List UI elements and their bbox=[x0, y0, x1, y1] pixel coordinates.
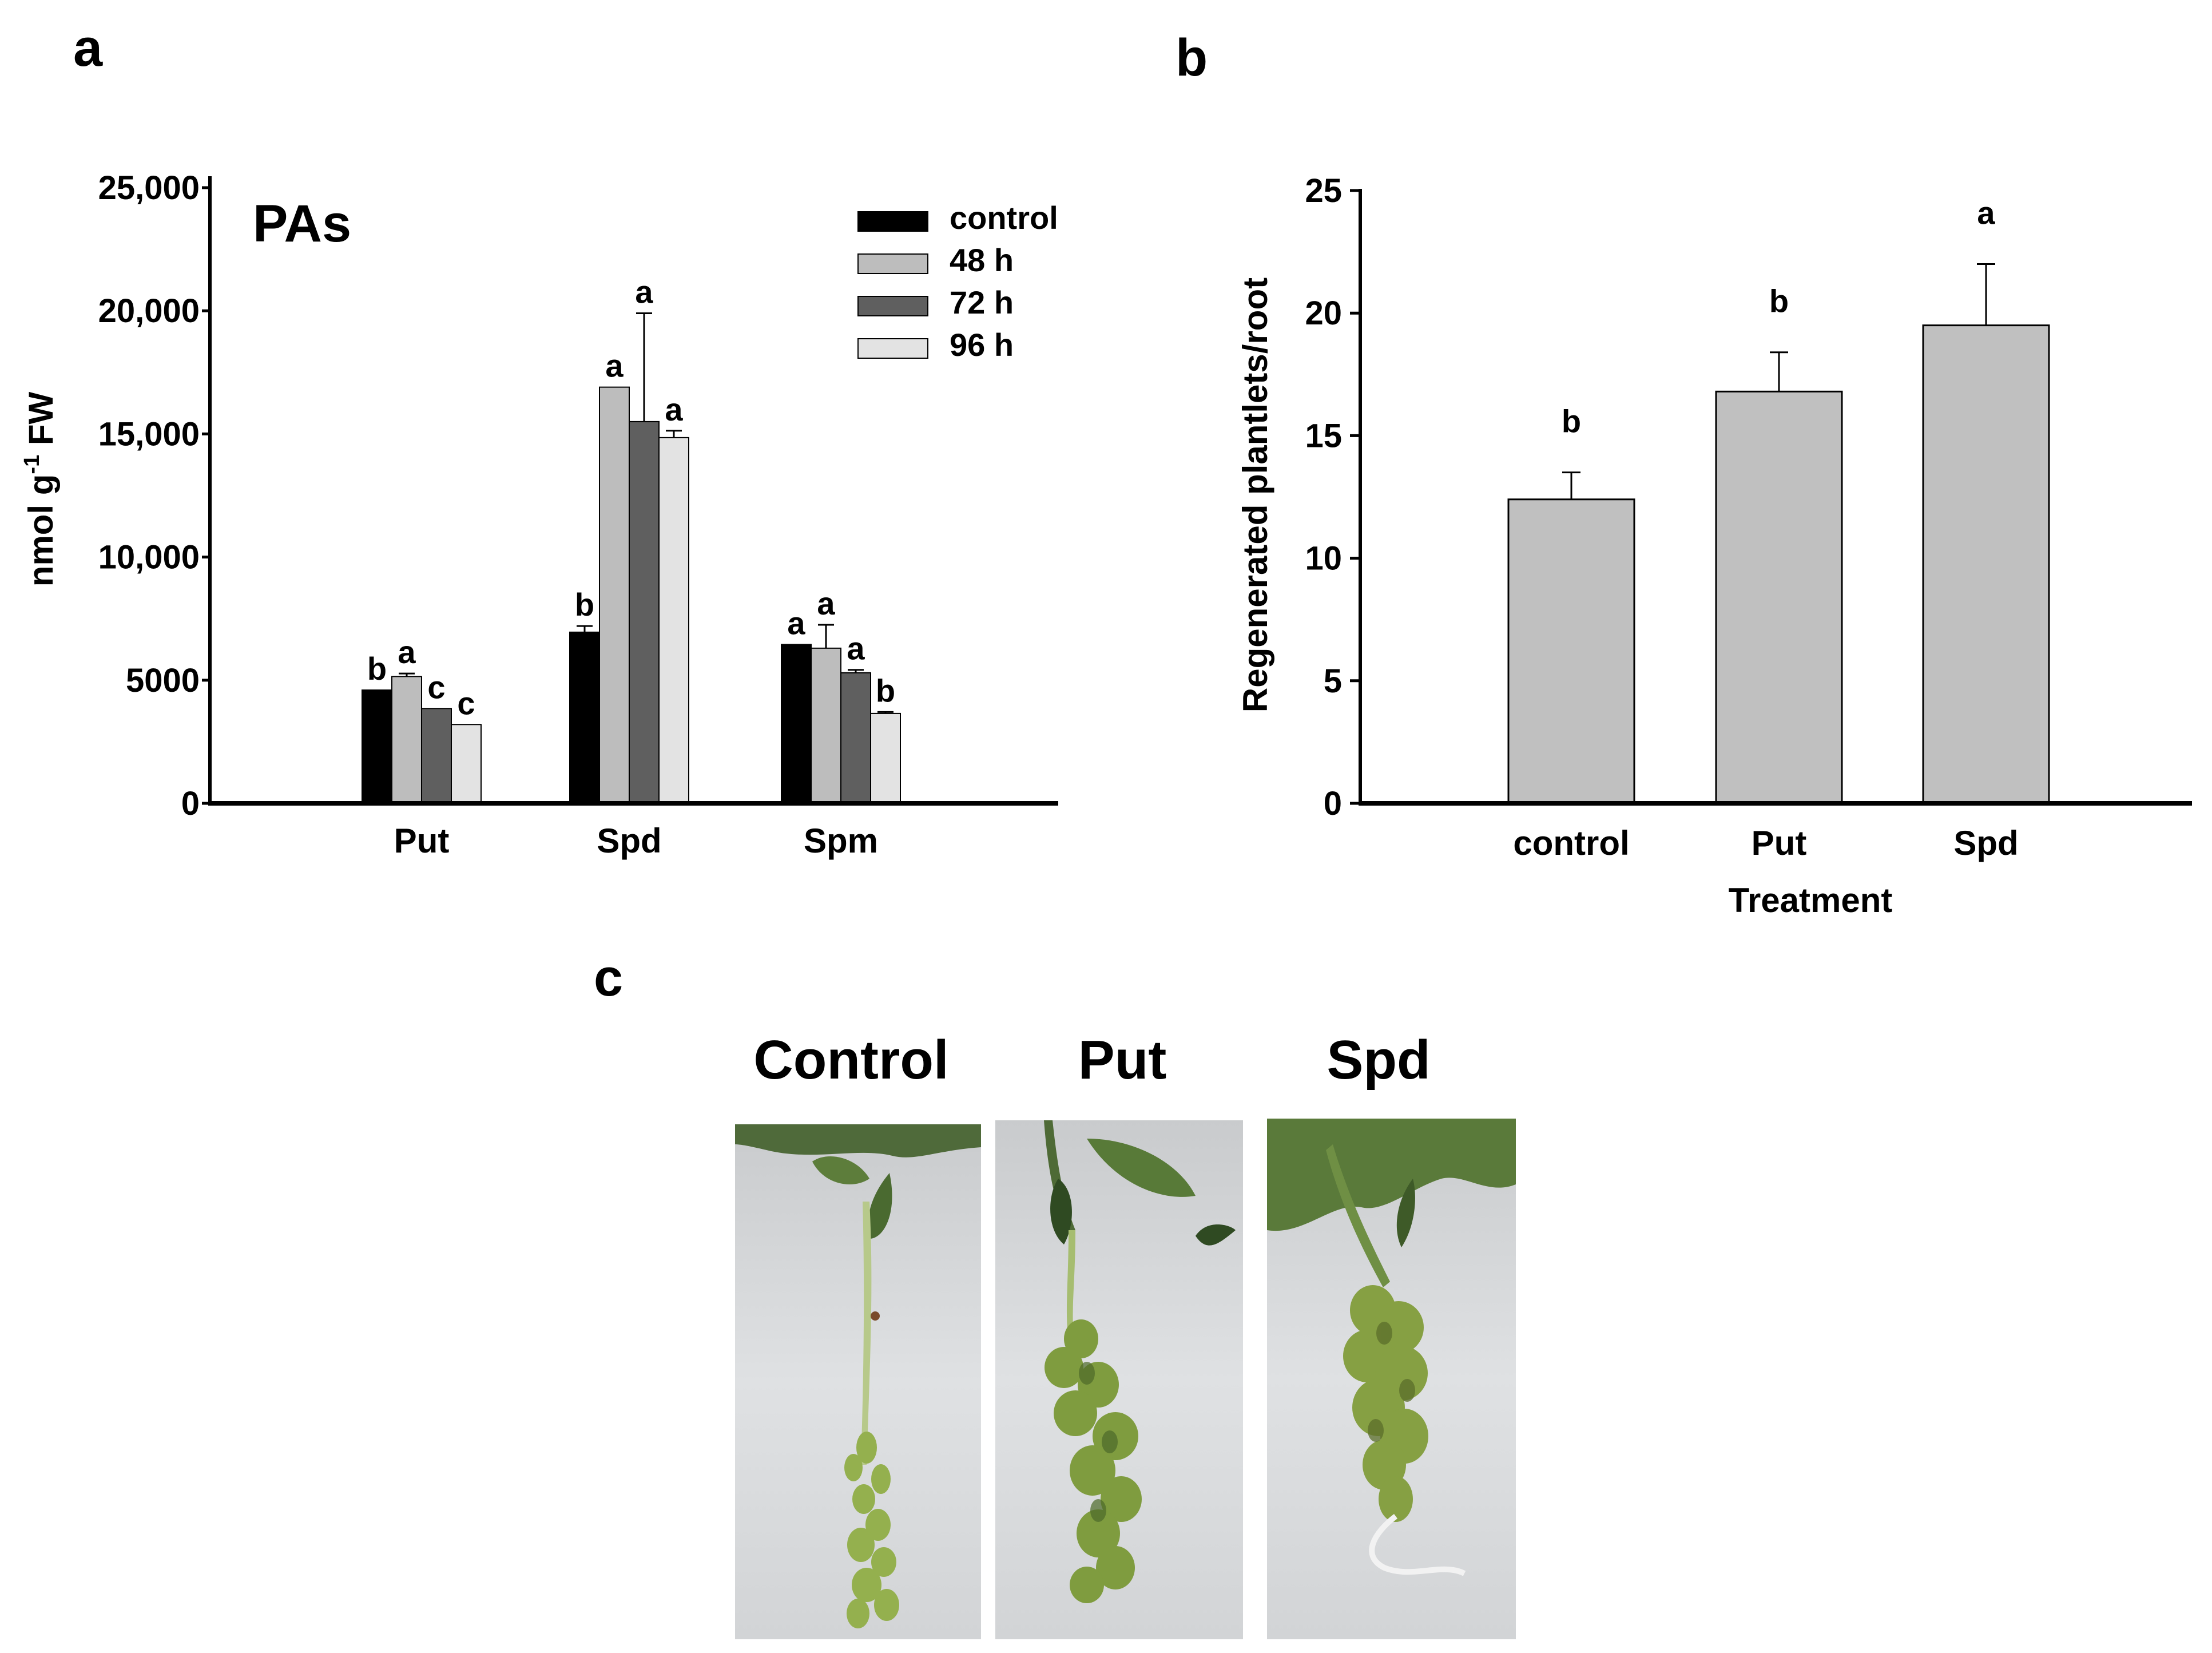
chart-a-sig-letter: c bbox=[427, 669, 445, 705]
chart-a-ylabel-unit: FW bbox=[22, 391, 60, 454]
chart-a-ylabel-sup: -1 bbox=[20, 455, 44, 474]
control-root-photo bbox=[735, 1124, 981, 1639]
chart-a-ylabel: nmol g-1 FW bbox=[20, 391, 60, 586]
chart-a-legend-swatch bbox=[857, 338, 928, 359]
chart-a-ytick-label: 0 bbox=[181, 785, 200, 822]
chart-b-ytick-label: 0 bbox=[1324, 785, 1342, 822]
chart-b-xtick-label: Spd bbox=[1953, 824, 2018, 862]
chart-a-bar bbox=[840, 672, 871, 804]
put-root-photo bbox=[995, 1120, 1243, 1639]
chart-a-bar bbox=[811, 647, 841, 804]
chart-b-sig-letter: b bbox=[1769, 283, 1789, 319]
chart-a-bar bbox=[658, 437, 689, 804]
chart-b-bar bbox=[1715, 390, 1843, 804]
chart-a-sig-letter: a bbox=[847, 631, 865, 667]
panel-c: Control Put Spd bbox=[735, 1029, 1516, 1639]
chart-a-legend: control 48 h 72 h 96 h bbox=[857, 200, 1058, 363]
chart-a-ytick-label: 20,000 bbox=[98, 292, 200, 330]
chart-a-bar bbox=[629, 421, 660, 804]
panel-c-label-put: Put bbox=[1078, 1029, 1167, 1091]
chart-b-xlabel: Treatment bbox=[1729, 881, 1893, 919]
panel-c-label-control: Control bbox=[753, 1029, 948, 1091]
chart-a-legend-swatch bbox=[857, 211, 928, 232]
panel-label-a: a bbox=[73, 19, 103, 77]
chart-a-sig-letter: c bbox=[457, 685, 475, 721]
chart-a-legend-swatch bbox=[857, 296, 928, 316]
chart-a-sig-letter: a bbox=[635, 274, 653, 310]
chart-a-bar bbox=[569, 631, 600, 804]
chart-b-ytick-label: 15 bbox=[1305, 417, 1342, 454]
chart-a-legend-label: 48 h bbox=[950, 242, 1014, 278]
chart-a-ytick-label: 15,000 bbox=[98, 415, 200, 453]
chart-b-ylabel: Regenerated plantlets/root bbox=[1236, 278, 1274, 712]
panel-label-c: c bbox=[594, 949, 623, 1007]
chart-b-xtick-label: Put bbox=[1752, 824, 1807, 862]
chart-a-sig-letter: a bbox=[665, 391, 683, 427]
chart-b: b b a Regenerated plantlets/root Treatment… bbox=[1236, 172, 2192, 919]
chart-b-xtick-label: control bbox=[1513, 824, 1629, 862]
chart-a-ytick-label: 10,000 bbox=[98, 539, 200, 576]
chart-b-sig-letter: b bbox=[1562, 403, 1581, 439]
chart-b-ytick-label: 5 bbox=[1324, 663, 1342, 700]
chart-a-sig-letter: a bbox=[605, 348, 624, 384]
chart-a-bar bbox=[451, 724, 482, 804]
chart-a-sig-letter: a bbox=[817, 585, 835, 621]
chart-a-legend-label: 72 h bbox=[950, 284, 1014, 320]
chart-b-bar bbox=[1922, 324, 2050, 804]
chart-a-bar bbox=[781, 644, 812, 804]
chart-a-bar bbox=[599, 386, 630, 804]
chart-a-ylabel-main: nmol g bbox=[22, 474, 60, 587]
chart-a-legend-label: control bbox=[950, 200, 1058, 236]
chart-a-bar bbox=[421, 708, 452, 804]
panel-c-label-spd: Spd bbox=[1327, 1029, 1430, 1091]
chart-b-sig-letter: a bbox=[1977, 195, 1995, 231]
chart-b-ytick-label: 20 bbox=[1305, 295, 1342, 332]
chart-a-sig-letter: b bbox=[575, 586, 594, 623]
panel-label-b: b bbox=[1176, 29, 1208, 87]
chart-a-title: PAs bbox=[253, 195, 351, 253]
chart-a-sig-letter: b bbox=[367, 651, 387, 687]
chart-a-bar bbox=[362, 689, 392, 804]
chart-a-sig-letter: a bbox=[398, 634, 416, 670]
chart-a-xtick-label: Spd bbox=[597, 822, 661, 860]
chart-a-sig-letter: b bbox=[876, 672, 895, 708]
chart-a-legend-label: 96 h bbox=[950, 327, 1014, 363]
chart-b-ytick-label: 25 bbox=[1305, 172, 1342, 209]
chart-a-bar bbox=[391, 676, 422, 804]
chart-a-ytick-label: 25,000 bbox=[98, 169, 200, 207]
chart-b-ytick-label: 10 bbox=[1305, 540, 1342, 577]
chart-b-bar bbox=[1507, 498, 1635, 804]
chart-a-ytick-label: 5000 bbox=[126, 662, 200, 699]
chart-a-sig-letter: a bbox=[787, 605, 805, 641]
chart-a-legend-swatch bbox=[857, 253, 928, 274]
chart-a-bar bbox=[870, 712, 901, 804]
spd-root-photo bbox=[1267, 1119, 1516, 1639]
chart-a-xtick-label: Spm bbox=[804, 822, 878, 860]
chart-a-xtick-label: Put bbox=[394, 822, 450, 860]
